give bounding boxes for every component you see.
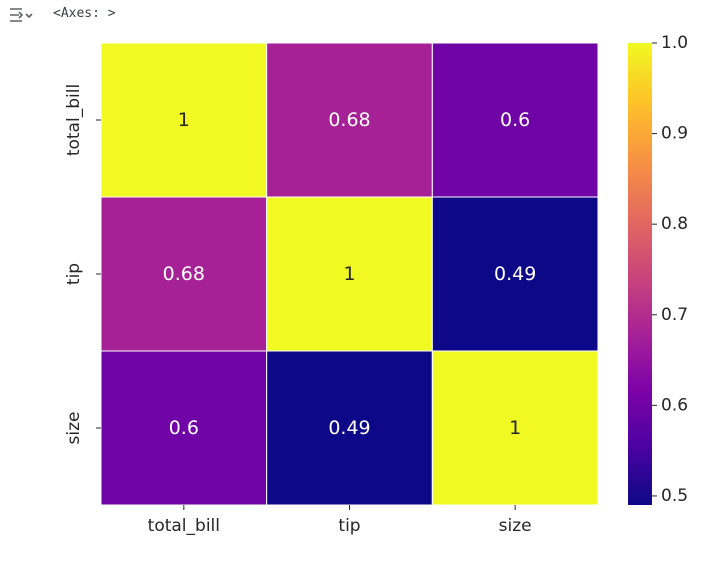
colorbar-tick-label-0: 0.5 — [661, 486, 688, 506]
colorbar-gradient — [628, 43, 652, 505]
colorbar-tick-label-5: 1.0 — [661, 33, 688, 53]
heatmap-cell-0-2 — [431, 42, 599, 198]
cell-annotation-0-2: 0.6 — [500, 109, 530, 131]
cell-annotation-2-0: 0.6 — [169, 417, 199, 439]
cell-annotation-0-0: 1 — [178, 109, 190, 131]
colorbar-tick-label-4: 0.9 — [661, 124, 688, 144]
y-tick-label-total_bill: total_bill — [64, 84, 84, 156]
output-text: <Axes: > — [53, 6, 116, 21]
colorbar-tick-label-2: 0.7 — [661, 305, 688, 325]
heatmap-cell-2-0 — [100, 350, 268, 506]
x-tick-label-size: size — [499, 516, 532, 536]
heatmap-cell-1-2 — [431, 196, 599, 352]
x-tick-label-tip: tip — [338, 516, 360, 536]
output-toolbar: <Axes: > — [0, 0, 711, 30]
cell-annotation-0-1: 0.68 — [328, 109, 370, 131]
heatmap-cell-2-1 — [266, 350, 433, 506]
heatmap-cell-2-2 — [431, 350, 599, 506]
heatmap-cells: 1 0.68 0.6 0.68 1 0.49 0.6 0.49 1 — [100, 42, 599, 506]
colorbar-tick-label-1: 0.6 — [661, 395, 688, 415]
cell-annotation-1-0: 0.68 — [163, 263, 205, 285]
x-tick-label-total_bill: total_bill — [148, 516, 220, 536]
y-tick-label-tip: tip — [64, 263, 84, 285]
heatmap-cell-1-1 — [266, 196, 433, 352]
x-axis-ticks: total_bill tip size — [148, 505, 532, 536]
colorbar-tick-label-3: 0.8 — [661, 214, 688, 234]
output-collapse-icon[interactable] — [8, 6, 34, 26]
cell-annotation-2-2: 1 — [509, 417, 521, 439]
heatmap-cell-0-1 — [266, 42, 433, 198]
y-tick-label-size: size — [64, 412, 84, 445]
cell-annotation-2-1: 0.49 — [328, 417, 370, 439]
colorbar: 0.5 0.6 0.7 0.8 0.9 1.0 — [628, 33, 688, 506]
cell-annotation-1-1: 1 — [343, 263, 355, 285]
cell-annotation-1-2: 0.49 — [494, 263, 536, 285]
